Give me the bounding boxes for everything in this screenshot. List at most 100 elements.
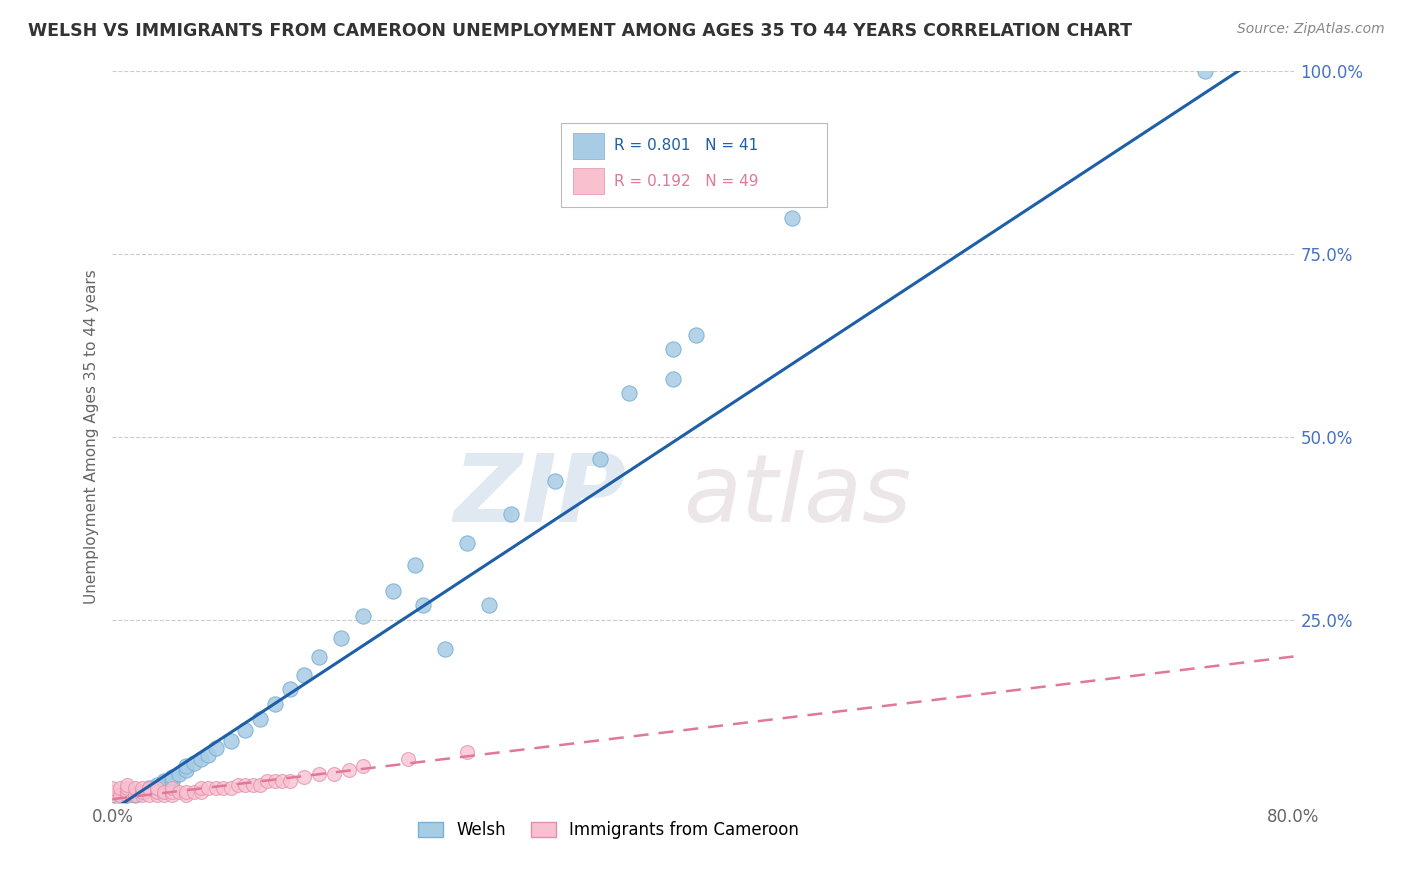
Point bbox=[117, 789, 138, 803]
Point bbox=[308, 649, 330, 664]
Point bbox=[264, 773, 287, 788]
Text: R = 0.801   N = 41: R = 0.801 N = 41 bbox=[614, 138, 759, 153]
Point bbox=[411, 599, 433, 613]
Text: Source: ZipAtlas.com: Source: ZipAtlas.com bbox=[1237, 22, 1385, 37]
Point bbox=[117, 789, 138, 803]
Point bbox=[352, 759, 374, 773]
Point bbox=[138, 789, 160, 803]
Point bbox=[780, 211, 803, 225]
Point bbox=[146, 778, 169, 792]
Text: atlas: atlas bbox=[683, 450, 911, 541]
Point bbox=[108, 789, 131, 803]
Point bbox=[456, 745, 478, 759]
Point bbox=[352, 609, 374, 624]
Point bbox=[160, 770, 183, 784]
Point bbox=[404, 558, 426, 573]
Point bbox=[124, 789, 146, 803]
Point bbox=[588, 452, 610, 467]
Point bbox=[662, 343, 685, 357]
Point bbox=[233, 723, 256, 737]
Point bbox=[146, 781, 169, 796]
Point bbox=[124, 789, 146, 803]
Point bbox=[160, 773, 183, 788]
Point bbox=[233, 778, 256, 792]
Legend: Welsh, Immigrants from Cameroon: Welsh, Immigrants from Cameroon bbox=[412, 814, 806, 846]
Point bbox=[174, 785, 197, 799]
Text: WELSH VS IMMIGRANTS FROM CAMEROON UNEMPLOYMENT AMONG AGES 35 TO 44 YEARS CORRELA: WELSH VS IMMIGRANTS FROM CAMEROON UNEMPL… bbox=[28, 22, 1132, 40]
Point bbox=[160, 781, 183, 796]
Point bbox=[219, 781, 242, 796]
Point bbox=[330, 632, 353, 646]
Point bbox=[249, 778, 271, 792]
Point bbox=[101, 789, 124, 803]
Point bbox=[308, 766, 330, 780]
Point bbox=[146, 785, 169, 799]
Point bbox=[226, 778, 249, 792]
Point bbox=[131, 785, 153, 799]
Point bbox=[117, 785, 138, 799]
Point bbox=[264, 697, 287, 711]
Point bbox=[153, 785, 176, 799]
Point bbox=[242, 778, 264, 792]
Point bbox=[205, 781, 228, 796]
Point bbox=[1194, 64, 1216, 78]
Point bbox=[108, 781, 131, 796]
Point bbox=[197, 748, 219, 763]
Point bbox=[456, 536, 478, 550]
Point bbox=[167, 785, 190, 799]
Point bbox=[131, 785, 153, 799]
Bar bbox=[574, 133, 603, 159]
Point bbox=[190, 781, 212, 796]
Point bbox=[323, 766, 346, 780]
Bar bbox=[574, 169, 603, 194]
Point bbox=[219, 733, 242, 747]
Point bbox=[117, 778, 138, 792]
Point bbox=[292, 667, 315, 681]
Point bbox=[619, 386, 641, 401]
Point bbox=[212, 781, 235, 796]
Point bbox=[249, 712, 271, 726]
Point bbox=[197, 781, 219, 796]
Point bbox=[396, 752, 419, 766]
Point bbox=[174, 759, 197, 773]
Point bbox=[278, 682, 301, 697]
Point bbox=[271, 773, 294, 788]
Point bbox=[124, 781, 146, 796]
Point bbox=[174, 789, 197, 803]
Point bbox=[278, 773, 301, 788]
Point bbox=[131, 781, 153, 796]
Point bbox=[205, 740, 228, 755]
Point bbox=[146, 781, 169, 796]
Point bbox=[174, 763, 197, 777]
Point bbox=[167, 766, 190, 780]
Point bbox=[433, 642, 456, 657]
Y-axis label: Unemployment Among Ages 35 to 44 years: Unemployment Among Ages 35 to 44 years bbox=[83, 269, 98, 605]
Text: R = 0.192   N = 49: R = 0.192 N = 49 bbox=[614, 174, 759, 188]
Point bbox=[101, 781, 124, 796]
Point bbox=[662, 371, 685, 385]
Point bbox=[685, 327, 707, 342]
Point bbox=[138, 781, 160, 796]
Point bbox=[160, 789, 183, 803]
Point bbox=[117, 781, 138, 796]
Point bbox=[153, 789, 176, 803]
Point bbox=[190, 785, 212, 799]
Point bbox=[183, 756, 205, 770]
Point bbox=[337, 763, 360, 777]
Point bbox=[256, 773, 278, 788]
Point bbox=[108, 792, 131, 806]
Point bbox=[501, 507, 523, 521]
Point bbox=[138, 781, 160, 796]
Point bbox=[544, 474, 567, 488]
Point bbox=[101, 785, 124, 799]
Point bbox=[382, 583, 405, 598]
Text: ZIP: ZIP bbox=[453, 450, 626, 541]
Point bbox=[146, 789, 169, 803]
Point bbox=[478, 599, 501, 613]
Point bbox=[153, 773, 176, 788]
Point bbox=[183, 785, 205, 799]
FancyBboxPatch shape bbox=[561, 122, 827, 207]
Point bbox=[190, 752, 212, 766]
Point bbox=[292, 770, 315, 784]
Point bbox=[131, 789, 153, 803]
